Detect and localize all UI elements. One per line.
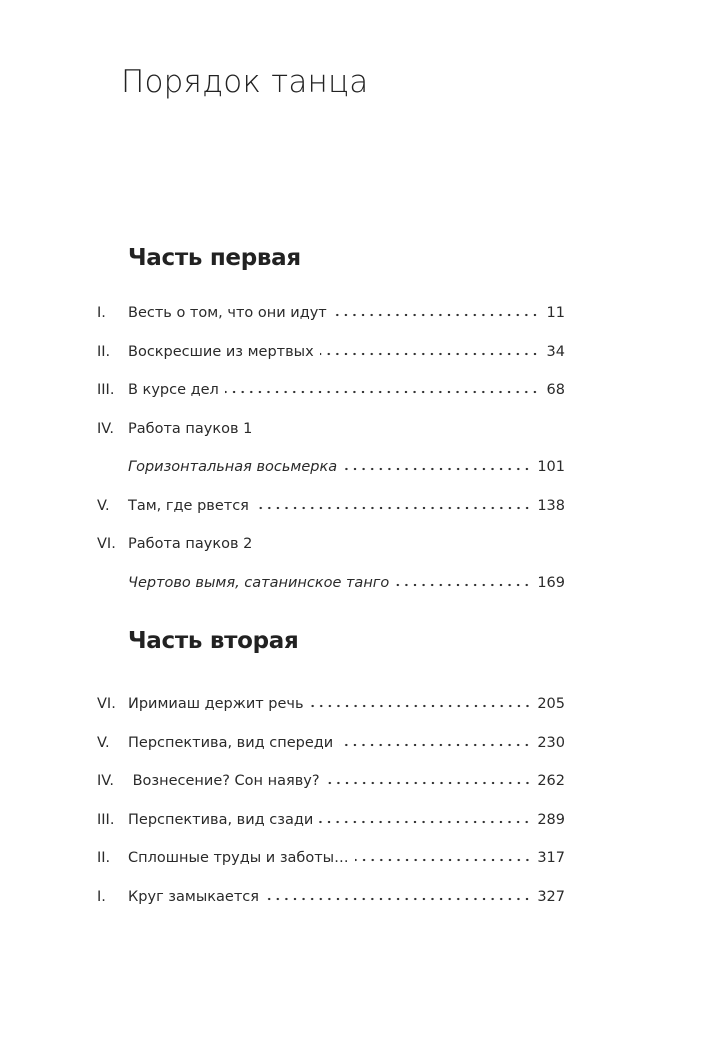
toc-entry[interactable]: IV. Вознесение? Сон наяву? 262 xyxy=(97,762,565,801)
page-number: 262 xyxy=(537,773,565,790)
page-number: 68 xyxy=(546,382,565,399)
chapter-title: Иримиаш держит речь xyxy=(128,696,304,713)
chapter-title: Там, где рвется xyxy=(128,497,249,514)
toc-entry[interactable]: Горизонтальная восьмерка 101 xyxy=(97,448,565,487)
chapter-title: Горизонтальная восьмерка xyxy=(128,459,338,476)
chapter-title: Вознесение? Сон наяву? xyxy=(128,773,320,790)
dot-leader xyxy=(224,390,539,395)
toc-entry[interactable]: V. Перспектива, вид спереди 230 xyxy=(97,724,565,763)
dot-leader xyxy=(265,896,532,901)
chapter-numeral: IV. xyxy=(97,773,114,790)
chapter-title: Работа пауков 1 xyxy=(128,420,253,437)
dot-leader xyxy=(309,704,532,709)
dot-leader xyxy=(254,505,532,510)
chapter-numeral: VI. xyxy=(97,536,116,553)
toc-list: VI. Иримиаш держит речь 205 V. Перспектива, … xyxy=(97,685,565,916)
dot-leader xyxy=(319,819,532,824)
part-heading: Часть первая xyxy=(128,245,301,271)
part-heading: Часть вторая xyxy=(128,628,299,654)
chapter-title: В курсе дел xyxy=(128,382,219,399)
chapter-numeral: III. xyxy=(97,382,115,399)
chapter-title: Работа пауков 2 xyxy=(128,536,253,553)
toc-entry[interactable]: IV. Работа пауков 1 xyxy=(97,410,565,449)
toc-entry[interactable]: II. Воскресшие из мертвых 34 xyxy=(97,333,565,372)
toc-entry[interactable]: III. Перспектива, вид сзади 289 xyxy=(97,801,565,840)
chapter-title: Перспектива, вид спереди xyxy=(128,734,334,751)
page-number: 205 xyxy=(537,696,565,713)
page-title: Порядок танца xyxy=(121,64,369,100)
chapter-title: Перспектива, вид сзади xyxy=(128,811,314,828)
chapter-numeral: V. xyxy=(97,734,110,751)
chapter-numeral: III. xyxy=(97,811,115,828)
chapter-numeral: I. xyxy=(97,305,106,322)
toc-entry[interactable]: II. Сплошные труды и заботы… 317 xyxy=(97,839,565,878)
chapter-numeral: II. xyxy=(97,850,111,867)
chapter-title: Чертово вымя, сатанинское танго xyxy=(128,574,390,591)
toc-entry[interactable]: I. Круг замыкается 327 xyxy=(97,878,565,917)
dot-leader xyxy=(354,858,532,863)
chapter-title: Весть о том, что они идут xyxy=(128,305,327,322)
chapter-numeral: II. xyxy=(97,343,111,360)
dot-leader xyxy=(339,742,532,747)
toc-entry[interactable]: V. Там, где рвется 138 xyxy=(97,487,565,526)
page-number: 289 xyxy=(537,811,565,828)
chapter-title: Сплошные труды и заботы… xyxy=(128,850,349,867)
page-number: 169 xyxy=(537,574,565,591)
dot-leader xyxy=(319,351,539,356)
toc-entry[interactable]: I. Весть о том, что они идут 11 xyxy=(97,294,565,333)
dot-leader xyxy=(395,582,532,587)
chapter-title: Воскресшие из мертвых xyxy=(128,343,314,360)
page-number: 34 xyxy=(546,343,565,360)
dot-leader xyxy=(343,467,532,472)
chapter-numeral: V. xyxy=(97,497,110,514)
chapter-numeral: IV. xyxy=(97,420,114,437)
page-number: 317 xyxy=(537,850,565,867)
dot-leader xyxy=(325,781,532,786)
page-number: 138 xyxy=(537,497,565,514)
chapter-numeral: VI. xyxy=(97,696,116,713)
page-number: 327 xyxy=(537,888,565,905)
toc-entry[interactable]: VI. Иримиаш держит речь 205 xyxy=(97,685,565,724)
page-number: 11 xyxy=(546,305,565,322)
toc-list: I. Весть о том, что они идут 11 II. Воскресш… xyxy=(97,294,565,602)
chapter-title: Круг замыкается xyxy=(128,888,259,905)
page-number: 101 xyxy=(537,459,565,476)
dot-leader xyxy=(332,313,539,318)
chapter-numeral: I. xyxy=(97,888,106,905)
toc-entry[interactable]: III. В курсе дел 68 xyxy=(97,371,565,410)
toc-entry[interactable]: VI. Работа пауков 2 xyxy=(97,525,565,564)
page-number: 230 xyxy=(537,734,565,751)
toc-entry[interactable]: Чертово вымя, сатанинское танго 169 xyxy=(97,564,565,603)
